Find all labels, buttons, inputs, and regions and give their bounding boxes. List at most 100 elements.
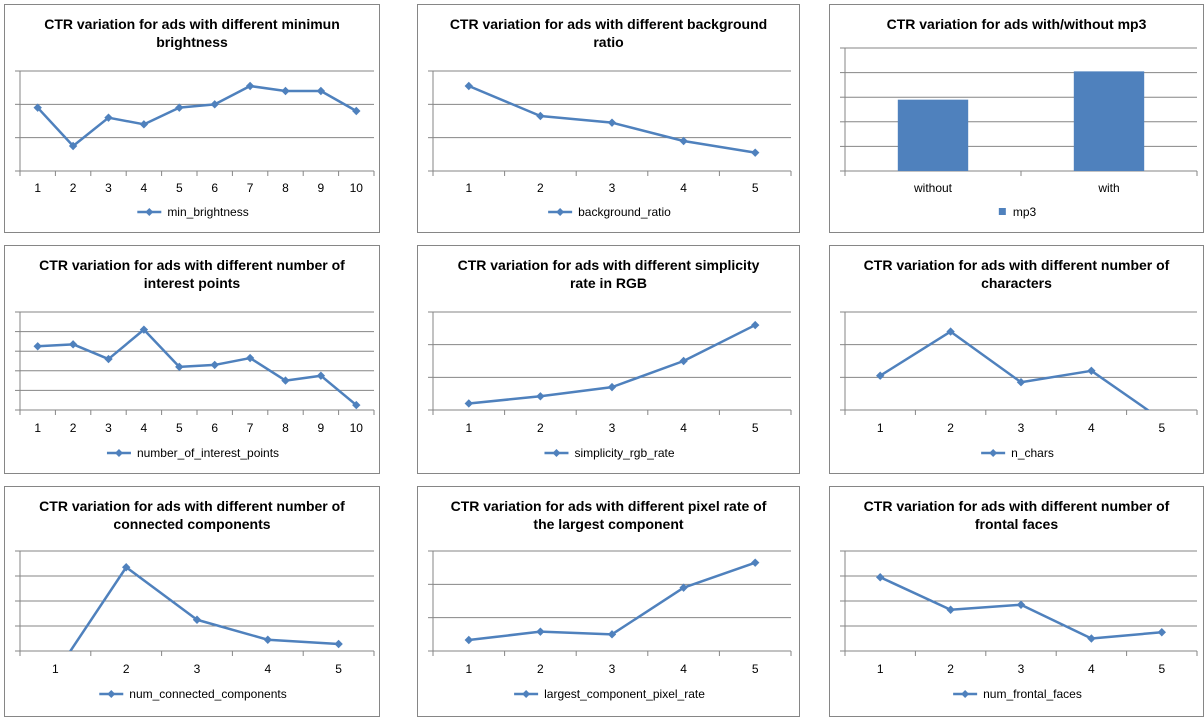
data-point [536,111,545,121]
line-chart: 1 2 3 4 5 num_frontal_faces [840,550,1198,701]
x-tick-label: 3 [609,421,616,435]
chart-panel-frontal-faces: CTR variation for ads with different num… [829,486,1204,717]
data-point [316,86,326,96]
legend: number_of_interest_points [106,446,279,460]
x-tick-label: 5 [335,662,342,676]
chart-title: CTR variation for ads with different sim… [457,257,760,291]
data-point [245,81,255,91]
data-point [352,106,361,116]
x-tick-label: 3 [194,662,201,676]
data-point [464,635,473,645]
legend-marker [114,449,123,457]
plot-area [464,558,760,645]
x-tick-label: 2 [947,421,954,435]
legend: mp3 [998,205,1036,219]
line-chart: 1 2 3 4 5 6 7 8 9 10 number_of_interest_points [15,311,375,460]
x-tick-label: 4 [141,181,148,195]
chart-panel-simplicity-rgb: CTR variation for ads with different sim… [417,245,800,474]
data-point [751,148,760,157]
data-point [316,371,326,380]
x-tick-label: 5 [1158,421,1165,435]
chart-title: CTR variation for ads with different num… [863,498,1170,532]
x-tick-label: 2 [947,662,954,676]
chart-panel-interest-points: CTR variation for ads with different num… [4,245,380,474]
data-point [175,362,184,372]
bar [897,99,969,171]
legend: background_ratio [548,205,671,219]
x-tick-label: 8 [282,421,289,435]
x-tick-label: 9 [318,181,325,195]
data-point [122,563,131,572]
data-point [607,118,617,127]
data-point [679,136,688,146]
x-tick-label: 5 [752,662,759,676]
x-tick-label: 4 [1088,662,1095,676]
chart-title: CTR variation for ads with different min… [44,16,340,50]
x-tick-label: 5 [176,181,183,195]
legend-marker [998,208,1006,215]
legend-label: background_ratio [578,205,671,219]
data-point [281,86,290,96]
legend-label: simplicity_rgb_rate [574,446,674,460]
legend-label: num_connected_components [129,687,286,701]
x-tick-label: 4 [264,662,271,676]
data-point [139,325,149,334]
x-tick-label: 1 [465,662,472,676]
legend-marker [107,690,116,698]
legend-label: number_of_interest_points [137,446,279,460]
data-point [464,81,473,91]
x-tick-label: 7 [247,421,254,435]
data-point [1087,634,1096,643]
chart-panel-min-brightness: CTR variation for ads with different min… [4,4,380,233]
x-tick-label: 4 [1088,421,1095,435]
legend: num_connected_components [99,687,287,701]
plot-area [897,71,1145,171]
chart-panel-largest-component: CTR variation for ads with different pix… [417,486,800,717]
data-point [245,353,255,363]
series-line [468,323,756,405]
x-tick-label: 10 [350,181,364,195]
chart-title: CTR variation for ads with different bac… [449,16,768,50]
legend: simplicity_rgb_rate [544,446,675,460]
legend-marker [552,449,561,457]
data-point [104,113,113,122]
plot-area [68,563,343,651]
x-tick-label: 3 [105,421,112,435]
x-tick-label: 9 [318,421,325,435]
series-line [468,561,756,642]
data-point [334,639,343,649]
legend: n_chars [981,446,1054,460]
x-tick-label: 4 [680,421,687,435]
chart-panel-background-ratio: CTR variation for ads with different bac… [417,4,800,233]
data-point [210,100,219,109]
legend-label: min_brightness [167,205,248,219]
data-point [68,340,78,349]
x-tick-label: 2 [70,181,77,195]
x-tick-label: 5 [176,421,183,435]
chart-title: CTR variation for ads with different num… [863,257,1170,291]
bar-chart: without with mp3 [840,47,1198,219]
data-point [679,356,688,366]
x-tick-label: 5 [1158,662,1165,676]
plot-area [464,320,760,408]
x-tick-label: 2 [537,662,544,676]
data-point [1087,366,1096,375]
x-tick-label: 6 [211,181,218,195]
x-tick-label: 8 [282,181,289,195]
data-point [607,630,617,639]
x-tick-label: 4 [680,181,687,195]
data-point [536,627,545,636]
line-chart: 1 2 3 4 5 largest_component_pixel_rate [428,550,792,701]
data-point [751,558,760,567]
chart-title: CTR variation for ads with different num… [39,257,345,291]
plot-area [464,81,760,157]
x-tick-label: 1 [465,181,472,195]
plot-area [876,573,1166,643]
data-point [536,392,545,401]
legend: min_brightness [137,205,249,219]
x-tick-label: 1 [465,421,472,435]
x-tick-label: 10 [350,421,364,435]
x-tick-label: 3 [609,181,616,195]
x-tick-label: with [1097,181,1119,195]
x-tick-label: 4 [680,662,687,676]
